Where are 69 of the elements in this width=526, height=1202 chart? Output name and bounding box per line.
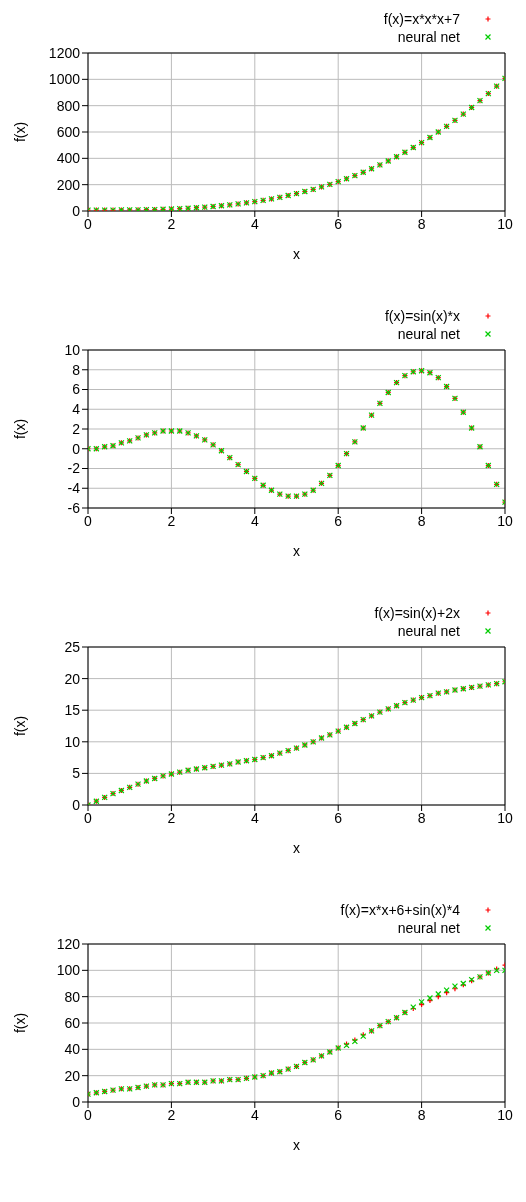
y-tick-label: 120	[56, 935, 81, 952]
y-tick-label: 1000	[48, 71, 81, 88]
y-tick-label: -4	[67, 480, 81, 497]
x-tick-label: 8	[417, 512, 426, 529]
y-tick-label: 0	[72, 796, 81, 813]
x-tick-label: 2	[167, 809, 176, 826]
x-tick-label: 0	[84, 512, 93, 529]
x-axis-title: x	[293, 840, 300, 856]
x-tick-label: 0	[84, 215, 93, 232]
y-axis-title: f(x)	[11, 1012, 28, 1034]
y-tick-label: 6	[72, 381, 81, 398]
legend-label: neural net	[397, 28, 460, 46]
y-tick-label: 15	[64, 702, 81, 719]
y-tick-label: 400	[56, 150, 81, 167]
x-tick-label: 10	[497, 809, 513, 826]
x-tick-label: 4	[250, 1106, 259, 1123]
x-tick-label: 0	[84, 1106, 93, 1123]
x-tick-label: 6	[334, 809, 343, 826]
x-tick-label: 4	[250, 512, 259, 529]
y-tick-label: -6	[67, 499, 81, 516]
y-tick-label: 200	[56, 176, 81, 193]
x-tick-label: 2	[167, 512, 176, 529]
x-tick-label: 8	[417, 215, 426, 232]
legend-label: f(x)=sin(x)*x	[384, 307, 460, 325]
x-tick-label: 6	[334, 215, 343, 232]
y-tick-label: 10	[64, 733, 81, 750]
y-tick-label: 40	[64, 1041, 81, 1058]
y-tick-label: 100	[56, 962, 81, 979]
y-tick-label: 8	[72, 361, 81, 378]
y-tick-label: 20	[64, 1067, 81, 1084]
x-tick-label: 8	[417, 809, 426, 826]
y-tick-label: 800	[56, 97, 81, 114]
y-tick-label: -2	[67, 460, 81, 477]
x-axis-title: x	[293, 543, 300, 559]
x-axis-title: x	[293, 1137, 300, 1153]
legend-label: neural net	[397, 622, 460, 640]
y-tick-label: 60	[64, 1014, 81, 1031]
y-axis-title: f(x)	[11, 715, 28, 737]
y-axis-title: f(x)	[11, 121, 28, 143]
x-tick-label: 10	[497, 512, 513, 529]
y-tick-label: 5	[72, 765, 81, 782]
y-tick-label: 2	[72, 420, 81, 437]
y-tick-label: 600	[56, 123, 81, 140]
x-tick-label: 0	[84, 809, 93, 826]
y-tick-label: 0	[72, 202, 81, 219]
legend-label: f(x)=x*x*x+7	[383, 10, 460, 28]
x-tick-label: 8	[417, 1106, 426, 1123]
legend-label: f(x)=sin(x)+2x	[374, 604, 460, 622]
x-tick-label: 4	[250, 215, 259, 232]
x-tick-label: 10	[497, 1106, 513, 1123]
x-tick-label: 2	[167, 1106, 176, 1123]
legend-label: f(x)=x*x+6+sin(x)*4	[340, 901, 460, 919]
x-axis-title: x	[293, 246, 300, 262]
x-tick-label: 4	[250, 809, 259, 826]
y-tick-label: 4	[72, 401, 81, 418]
y-tick-label: 1200	[48, 44, 81, 61]
x-tick-label: 6	[334, 512, 343, 529]
legend-label: neural net	[397, 919, 460, 937]
y-tick-label: 25	[64, 638, 81, 655]
y-tick-label: 0	[72, 440, 81, 457]
y-tick-label: 20	[64, 670, 81, 687]
y-tick-label: 0	[72, 1093, 81, 1110]
x-tick-label: 10	[497, 215, 513, 232]
legend-label: neural net	[397, 325, 460, 343]
y-axis-title: f(x)	[11, 418, 28, 440]
x-tick-label: 6	[334, 1106, 343, 1123]
x-tick-label: 2	[167, 215, 176, 232]
y-tick-label: 80	[64, 988, 81, 1005]
y-tick-label: 10	[64, 341, 81, 358]
